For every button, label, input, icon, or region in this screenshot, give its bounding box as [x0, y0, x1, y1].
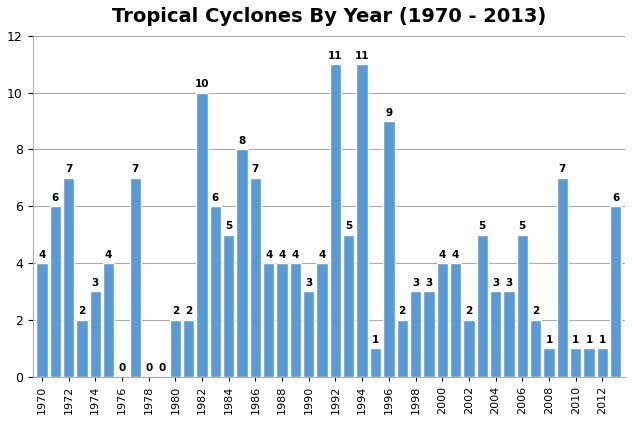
Bar [130, 178, 141, 377]
Text: 4: 4 [279, 250, 286, 260]
Text: 3: 3 [92, 278, 99, 288]
Text: 7: 7 [559, 165, 566, 174]
Text: 2: 2 [185, 306, 192, 317]
Text: 9: 9 [386, 108, 392, 117]
Bar [90, 291, 101, 377]
Text: 7: 7 [131, 165, 139, 174]
Text: 4: 4 [265, 250, 272, 260]
Text: 3: 3 [425, 278, 432, 288]
Bar [544, 348, 555, 377]
Text: 7: 7 [65, 165, 72, 174]
Text: 5: 5 [345, 221, 353, 231]
Text: 1: 1 [599, 335, 606, 345]
Text: 2: 2 [78, 306, 85, 317]
Bar [396, 320, 408, 377]
Text: 11: 11 [355, 51, 370, 61]
Text: 8: 8 [238, 136, 246, 146]
Title: Tropical Cyclones By Year (1970 - 2013): Tropical Cyclones By Year (1970 - 2013) [112, 7, 546, 26]
Bar [250, 178, 261, 377]
Bar [463, 320, 475, 377]
Bar [570, 348, 581, 377]
Text: 2: 2 [465, 306, 473, 317]
Bar [343, 234, 355, 377]
Bar [330, 64, 341, 377]
Bar [263, 263, 274, 377]
Bar [503, 291, 514, 377]
Text: 3: 3 [305, 278, 312, 288]
Bar [49, 206, 61, 377]
Bar [356, 64, 368, 377]
Bar [490, 291, 501, 377]
Bar [477, 234, 488, 377]
Text: 2: 2 [532, 306, 539, 317]
Text: 6: 6 [52, 193, 59, 203]
Text: 0: 0 [145, 363, 152, 373]
Text: 5: 5 [225, 221, 233, 231]
Bar [236, 149, 248, 377]
Text: 11: 11 [328, 51, 343, 61]
Text: 4: 4 [38, 250, 46, 260]
Text: 2: 2 [172, 306, 179, 317]
Text: 5: 5 [478, 221, 486, 231]
Bar [303, 291, 315, 377]
Text: 0: 0 [159, 363, 166, 373]
Bar [63, 178, 74, 377]
Text: 10: 10 [195, 79, 209, 89]
Bar [36, 263, 47, 377]
Text: 6: 6 [212, 193, 219, 203]
Bar [289, 263, 301, 377]
Text: 1: 1 [545, 335, 552, 345]
Text: 4: 4 [439, 250, 446, 260]
Text: 2: 2 [399, 306, 406, 317]
Bar [103, 263, 114, 377]
Bar [317, 263, 328, 377]
Bar [183, 320, 195, 377]
Bar [610, 206, 621, 377]
Bar [410, 291, 421, 377]
Text: 1: 1 [572, 335, 580, 345]
Bar [516, 234, 528, 377]
Bar [450, 263, 461, 377]
Bar [423, 291, 435, 377]
Text: 1: 1 [372, 335, 379, 345]
Bar [276, 263, 288, 377]
Bar [383, 121, 394, 377]
Text: 4: 4 [452, 250, 459, 260]
Text: 7: 7 [252, 165, 259, 174]
Bar [76, 320, 88, 377]
Bar [210, 206, 221, 377]
Text: 4: 4 [292, 250, 299, 260]
Text: 4: 4 [319, 250, 326, 260]
Text: 5: 5 [519, 221, 526, 231]
Text: 3: 3 [492, 278, 499, 288]
Text: 3: 3 [412, 278, 419, 288]
Text: 0: 0 [118, 363, 126, 373]
Bar [197, 93, 208, 377]
Text: 4: 4 [105, 250, 112, 260]
Bar [169, 320, 181, 377]
Text: 3: 3 [506, 278, 513, 288]
Bar [530, 320, 542, 377]
Bar [370, 348, 381, 377]
Bar [223, 234, 234, 377]
Text: 6: 6 [612, 193, 619, 203]
Bar [437, 263, 448, 377]
Bar [597, 348, 608, 377]
Text: 1: 1 [585, 335, 593, 345]
Bar [583, 348, 595, 377]
Bar [557, 178, 568, 377]
